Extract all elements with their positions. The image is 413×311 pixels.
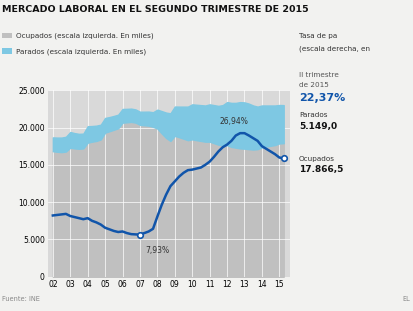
Text: Ocupados: Ocupados	[298, 156, 334, 161]
Text: (escala derecha, en: (escala derecha, en	[298, 45, 369, 52]
Text: MERCADO LABORAL EN EL SEGUNDO TRIMESTRE DE 2015: MERCADO LABORAL EN EL SEGUNDO TRIMESTRE …	[2, 5, 308, 14]
Text: Parados (escala izquierda. En miles): Parados (escala izquierda. En miles)	[16, 48, 145, 55]
Text: 26,94%: 26,94%	[219, 118, 248, 127]
Text: Tasa de pa: Tasa de pa	[298, 33, 336, 39]
Text: Fuente: INE: Fuente: INE	[2, 296, 40, 302]
Text: Parados: Parados	[298, 112, 327, 118]
Text: de 2015: de 2015	[298, 82, 328, 88]
Text: 22,37%: 22,37%	[298, 93, 344, 103]
Text: 7,93%: 7,93%	[145, 246, 169, 255]
Text: 5.149,0: 5.149,0	[298, 122, 336, 131]
Text: II trimestre: II trimestre	[298, 72, 338, 77]
Text: EL: EL	[401, 296, 409, 302]
Text: Ocupados (escala izquierda. En miles): Ocupados (escala izquierda. En miles)	[16, 33, 153, 39]
Text: 17.866,5: 17.866,5	[298, 165, 342, 174]
